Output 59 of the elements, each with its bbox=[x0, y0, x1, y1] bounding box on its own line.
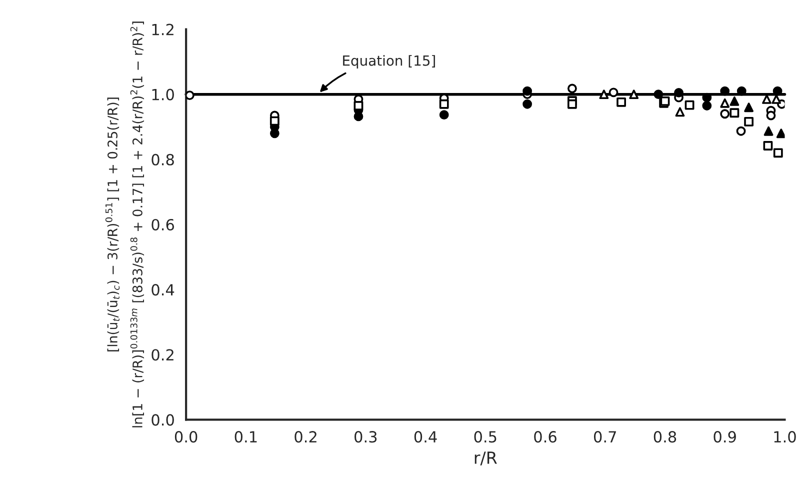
point bbox=[674, 88, 684, 98]
point bbox=[270, 116, 280, 126]
point bbox=[720, 109, 730, 119]
x-tick-label: 1.0 bbox=[774, 431, 796, 443]
point bbox=[763, 141, 773, 150]
x-tick-label: 0.4 bbox=[414, 431, 437, 443]
point bbox=[654, 90, 664, 100]
point bbox=[608, 88, 618, 98]
point bbox=[522, 86, 532, 96]
point bbox=[439, 110, 449, 120]
y-tick-label: 1.2 bbox=[152, 24, 174, 36]
point bbox=[702, 101, 712, 110]
point bbox=[439, 99, 449, 109]
point bbox=[776, 128, 785, 138]
point bbox=[772, 86, 782, 96]
point bbox=[354, 112, 364, 122]
y-tick-label: 0.8 bbox=[152, 154, 174, 166]
x-tick-label: 0.5 bbox=[474, 431, 496, 443]
point bbox=[186, 90, 194, 100]
point bbox=[736, 126, 746, 136]
x-tick-label: 0.1 bbox=[234, 431, 257, 443]
x-tick-label: 0.8 bbox=[654, 431, 676, 443]
annotation: Equation [15] bbox=[343, 55, 435, 69]
point bbox=[766, 110, 776, 120]
point bbox=[616, 97, 626, 107]
y-tick-label: 1.0 bbox=[152, 88, 174, 100]
y-tick-label: 0.4 bbox=[152, 284, 174, 296]
point bbox=[764, 126, 774, 136]
point bbox=[684, 100, 694, 110]
point bbox=[730, 108, 740, 118]
x-tick-label: 0.6 bbox=[534, 431, 556, 443]
point bbox=[762, 94, 772, 104]
point bbox=[629, 90, 639, 100]
point bbox=[270, 128, 280, 138]
point bbox=[599, 90, 609, 100]
point bbox=[702, 92, 712, 102]
point bbox=[773, 148, 783, 158]
x-tick-label: 0.9 bbox=[714, 431, 736, 443]
point bbox=[567, 84, 577, 94]
point bbox=[567, 99, 577, 109]
point bbox=[675, 107, 685, 117]
x-tick-label: 0.3 bbox=[354, 431, 377, 443]
point bbox=[720, 98, 730, 108]
text: [ln(ū$_{t}$/(ū$_{t}$)$_{c}$) − 3(r/R)$^{0.51}$] [1 + 0.25(r/R)] ln[1 − (r/R)]$^{0.0133m}$ [(833/s)$^{0.8}$ + 0.17] [1 + 2.4(r/R)$^{2}$(1 − r/R)$^{2}$] bbox=[105, 22, 144, 428]
y-tick-label: 0.6 bbox=[152, 218, 174, 230]
x-tick-label: 0.2 bbox=[294, 431, 316, 443]
y-tick-label: 0.0 bbox=[152, 414, 174, 426]
point bbox=[772, 94, 782, 104]
point bbox=[730, 96, 740, 106]
y-tick-label: 0.2 bbox=[152, 349, 174, 361]
x-axis-title: r/R bbox=[474, 452, 497, 466]
point bbox=[354, 101, 364, 110]
point bbox=[522, 99, 532, 109]
point bbox=[736, 86, 746, 96]
point bbox=[744, 102, 754, 112]
point bbox=[744, 116, 754, 126]
point bbox=[720, 86, 730, 96]
x-tick-label: 0.7 bbox=[594, 431, 616, 443]
x-tick-label: 0.0 bbox=[174, 431, 198, 443]
